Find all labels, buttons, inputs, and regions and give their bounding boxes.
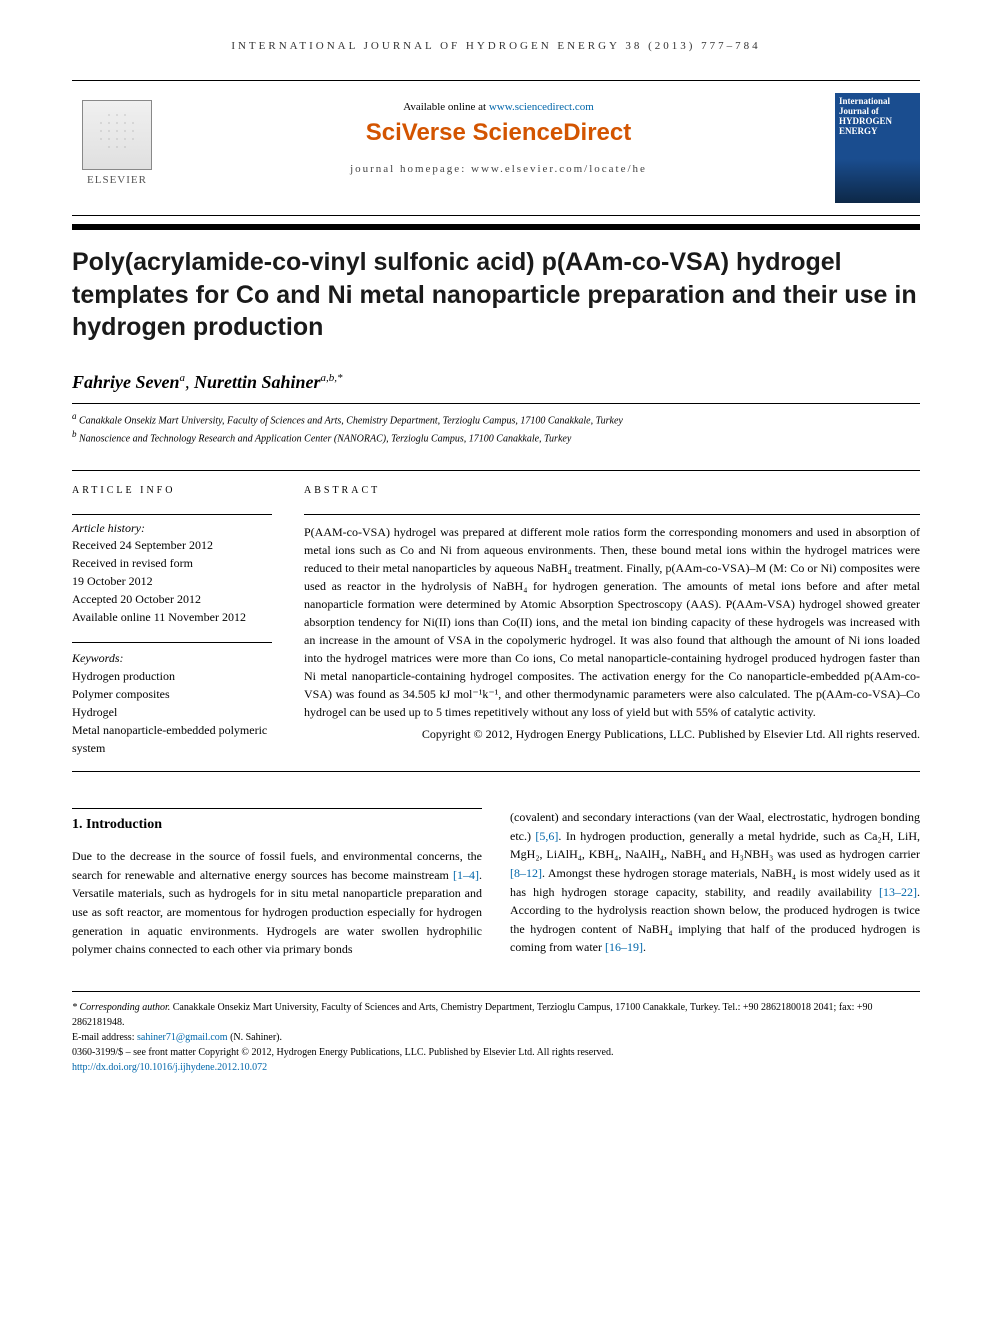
intro-para-right: (covalent) and secondary interactions (v… <box>510 808 920 957</box>
authors-line: Fahriye Sevena, Nurettin Sahinera,b,* <box>72 372 920 404</box>
history-1: Received in revised form <box>72 554 272 572</box>
keyword-3: Metal nanoparticle-embedded polymeric sy… <box>72 721 272 757</box>
author-1-marker: a <box>180 372 186 384</box>
affiliations: a Canakkale Onsekiz Mart University, Fac… <box>72 410 920 447</box>
history-3: Accepted 20 October 2012 <box>72 590 272 608</box>
abstract-text: P(AAM-co-VSA) hydrogel was prepared at d… <box>304 514 920 721</box>
corresponding-text: Canakkale Onsekiz Mart University, Facul… <box>72 1002 873 1028</box>
author-2-marker: a,b,* <box>321 372 343 384</box>
article-info-label: ARTICLE INFO <box>72 485 272 502</box>
affil-marker-a: a <box>72 411 77 421</box>
doi-link[interactable]: http://dx.doi.org/10.1016/j.ijhydene.201… <box>72 1062 267 1073</box>
body-col-right: (covalent) and secondary interactions (v… <box>510 808 920 959</box>
intro-para-left: Due to the decrease in the source of fos… <box>72 847 482 959</box>
ref-5-6[interactable]: [5,6] <box>535 829 558 843</box>
homepage-prefix: journal homepage: <box>350 163 471 175</box>
intro-r-2: . In hydrogen production, generally a me… <box>510 829 920 862</box>
corresponding-label: * Corresponding author. <box>72 1002 170 1013</box>
history-head: Article history: <box>72 514 272 536</box>
keyword-1: Polymer composites <box>72 685 272 703</box>
ref-1-4[interactable]: [1–4] <box>453 868 479 882</box>
email-link[interactable]: sahiner71@gmail.com <box>137 1032 228 1043</box>
body-columns: 1. Introduction Due to the decrease in t… <box>72 808 920 959</box>
journal-header: INTERNATIONAL JOURNAL OF HYDROGEN ENERGY… <box>72 40 920 52</box>
intro-l-1: Due to the decrease in the source of fos… <box>72 849 482 882</box>
affil-text-a: Canakkale Onsekiz Mart University, Facul… <box>79 415 623 426</box>
abstract-label: ABSTRACT <box>304 485 920 502</box>
history-2: 19 October 2012 <box>72 572 272 590</box>
available-online: Available online at www.sciencedirect.co… <box>162 101 835 113</box>
affil-text-b: Nanoscience and Technology Research and … <box>79 433 571 444</box>
center-header: Available online at www.sciencedirect.co… <box>162 93 835 175</box>
email-line: E-mail address: sahiner71@gmail.com (N. … <box>72 1030 920 1045</box>
introduction-heading: 1. Introduction <box>72 808 482 833</box>
history-0: Received 24 September 2012 <box>72 536 272 554</box>
header-block: ELSEVIER Available online at www.science… <box>72 80 920 216</box>
available-online-prefix: Available online at <box>403 101 489 113</box>
copyright-line: Copyright © 2012, Hydrogen Energy Public… <box>304 725 920 743</box>
doi-line: http://dx.doi.org/10.1016/j.ijhydene.201… <box>72 1060 920 1075</box>
elsevier-tree-icon <box>82 100 152 170</box>
affiliation-b: b Nanoscience and Technology Research an… <box>72 428 920 446</box>
affiliation-a: a Canakkale Onsekiz Mart University, Fac… <box>72 410 920 428</box>
elsevier-name: ELSEVIER <box>87 174 147 186</box>
intro-r-5: . <box>643 940 646 954</box>
info-abstract-block: ARTICLE INFO Article history: Received 2… <box>72 470 920 772</box>
keywords-block: Keywords: Hydrogen production Polymer co… <box>72 642 272 757</box>
keyword-2: Hydrogel <box>72 703 272 721</box>
abstract-col: ABSTRACT P(AAM-co-VSA) hydrogel was prep… <box>304 485 920 757</box>
author-2: Nurettin Sahiner <box>194 372 321 392</box>
journal-cover-thumbnail: International Journal of HYDROGEN ENERGY <box>835 93 920 203</box>
journal-homepage: journal homepage: www.elsevier.com/locat… <box>162 163 835 175</box>
email-suffix: (N. Sahiner). <box>228 1032 282 1043</box>
affil-marker-b: b <box>72 429 77 439</box>
article-title: Poly(acrylamide-co-vinyl sulfonic acid) … <box>72 246 920 344</box>
title-section: Poly(acrylamide-co-vinyl sulfonic acid) … <box>72 224 920 446</box>
sciverse-brand: SciVerse ScienceDirect <box>162 119 835 147</box>
history-4: Available online 11 November 2012 <box>72 608 272 626</box>
ref-13-22[interactable]: [13–22] <box>879 885 917 899</box>
body-col-left: 1. Introduction Due to the decrease in t… <box>72 808 482 959</box>
sciencedirect-link[interactable]: www.sciencedirect.com <box>489 101 594 113</box>
intro-r-3: . Amongst these hydrogen storage materia… <box>510 866 920 899</box>
journal-cover-title: International Journal of HYDROGEN ENERGY <box>839 97 916 137</box>
homepage-link[interactable]: www.elsevier.com/locate/he <box>471 163 647 175</box>
keywords-head: Keywords: <box>72 649 272 667</box>
ref-16-19[interactable]: [16–19] <box>605 940 643 954</box>
author-1: Fahriye Seven <box>72 372 180 392</box>
keyword-0: Hydrogen production <box>72 667 272 685</box>
ref-8-12[interactable]: [8–12] <box>510 866 542 880</box>
article-info-col: ARTICLE INFO Article history: Received 2… <box>72 485 272 757</box>
elsevier-logo: ELSEVIER <box>72 93 162 193</box>
email-label: E-mail address: <box>72 1032 137 1043</box>
issn-line: 0360-3199/$ – see front matter Copyright… <box>72 1045 920 1060</box>
corresponding-author: * Corresponding author. Canakkale Onseki… <box>72 1000 920 1030</box>
footnote-block: * Corresponding author. Canakkale Onseki… <box>72 991 920 1075</box>
